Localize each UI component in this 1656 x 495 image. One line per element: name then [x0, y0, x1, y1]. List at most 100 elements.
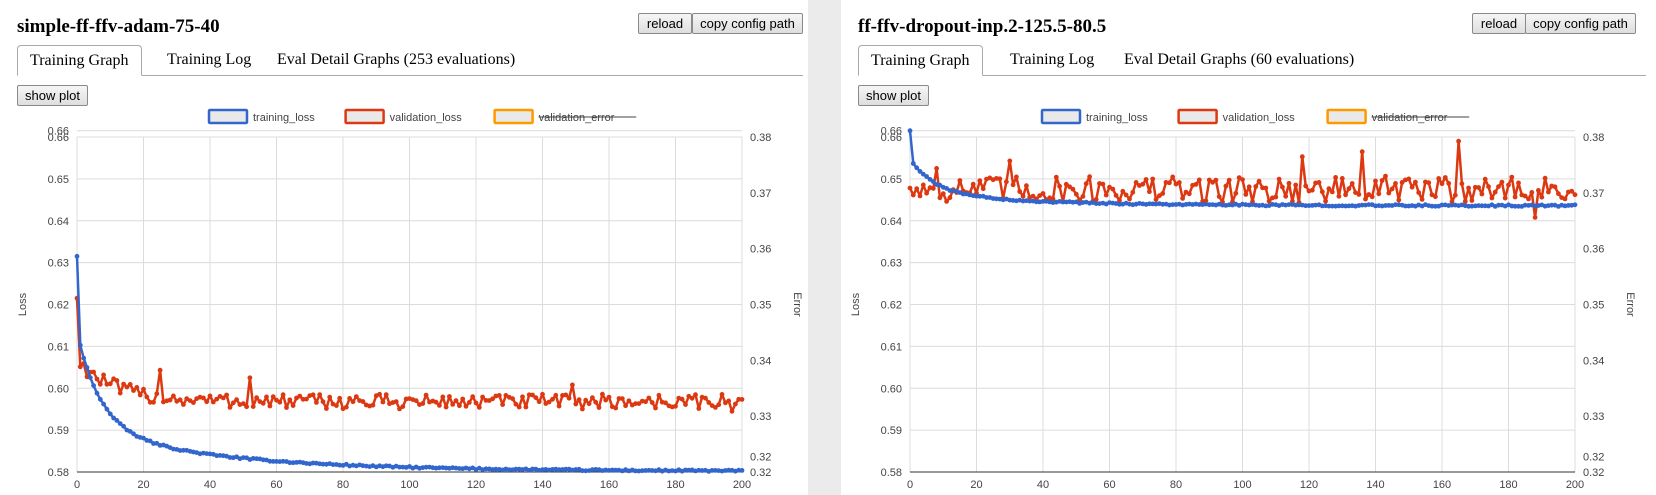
data-point: [696, 406, 702, 411]
data-point: [244, 404, 250, 410]
copy-config-path-button[interactable]: copy config path: [692, 13, 803, 34]
data-point: [433, 399, 439, 405]
data-point: [443, 404, 449, 410]
data-point: [1176, 180, 1182, 185]
data-point: [227, 405, 233, 410]
data-point: [673, 403, 678, 409]
data-point: [234, 397, 240, 403]
data-point: [1027, 198, 1033, 204]
data-point: [1479, 203, 1485, 209]
data-point: [167, 397, 173, 403]
data-point: [104, 406, 110, 412]
data-point: [600, 391, 605, 397]
legend-item-validation-error[interactable]: validation_error: [493, 108, 637, 125]
data-point: [1482, 176, 1488, 182]
data-point: [457, 403, 462, 409]
data-point: [420, 401, 426, 406]
data-point: [473, 400, 479, 406]
data-point: [583, 397, 589, 403]
data-point: [87, 375, 93, 380]
legend-label: training_loss: [1086, 112, 1148, 124]
data-point: [383, 392, 389, 397]
tab-eval-detail-graphs[interactable]: Eval Detail Graphs (60 evaluations): [1124, 51, 1355, 68]
data-point: [1326, 186, 1332, 192]
legend-item-validation-loss[interactable]: validation_loss: [1177, 108, 1296, 125]
data-point: [1542, 175, 1548, 181]
tab-eval-detail-graphs[interactable]: Eval Detail Graphs (253 evaluations): [277, 51, 516, 68]
data-point: [649, 400, 655, 405]
data-point: [1536, 188, 1541, 193]
data-point: [1147, 189, 1152, 195]
data-point: [1127, 196, 1132, 202]
data-point: [1263, 185, 1269, 191]
data-point: [437, 403, 442, 408]
data-point: [94, 376, 100, 382]
data-point: [1346, 186, 1352, 192]
tab-training-graph[interactable]: Training Graph: [17, 45, 142, 76]
data-point: [1419, 197, 1425, 202]
data-point: [181, 447, 186, 453]
tab-training-log[interactable]: Training Log: [167, 51, 252, 68]
y-left-tick-label: 0.58: [881, 467, 902, 479]
data-point: [1293, 182, 1299, 188]
data-point: [1396, 197, 1402, 203]
x-tick-label: 200: [1566, 479, 1584, 491]
tab-training-graph[interactable]: Training Graph: [858, 45, 983, 76]
data-point: [619, 396, 625, 401]
data-point: [1167, 180, 1172, 186]
show-plot-button[interactable]: show plot: [858, 85, 929, 106]
data-point: [1230, 199, 1235, 205]
legend-item-validation-error[interactable]: validation_error: [1326, 108, 1470, 125]
data-point: [1150, 176, 1156, 182]
data-point: [1406, 176, 1412, 182]
data-point: [1546, 189, 1551, 195]
legend-item-validation-loss[interactable]: validation_loss: [344, 108, 463, 125]
legend-label: training_loss: [253, 112, 315, 124]
tab-training-log[interactable]: Training Log: [1010, 51, 1095, 68]
data-point: [91, 383, 96, 388]
data-point: [77, 342, 83, 348]
legend-label: validation_loss: [1223, 112, 1296, 124]
legend-item-training-loss[interactable]: training_loss: [1040, 108, 1148, 125]
data-point: [510, 396, 515, 402]
data-point: [297, 393, 303, 399]
x-tick-label: 20: [137, 479, 149, 491]
legend-item-training-loss[interactable]: training_loss: [207, 108, 315, 125]
data-point: [1529, 190, 1535, 195]
data-point: [576, 397, 582, 403]
data-point: [679, 396, 685, 402]
data-point: [1449, 199, 1455, 205]
data-point: [220, 395, 226, 401]
data-point: [191, 400, 196, 405]
data-point: [107, 411, 113, 417]
data-point: [940, 191, 946, 197]
data-point: [287, 397, 293, 403]
data-point: [1133, 180, 1139, 185]
series-validation-loss: [74, 295, 745, 414]
data-point: [1326, 203, 1332, 209]
data-point: [1067, 184, 1072, 190]
data-point: [1522, 193, 1528, 199]
data-point: [516, 404, 522, 410]
data-point: [556, 403, 562, 409]
data-point: [1050, 196, 1056, 202]
data-point: [1020, 193, 1026, 199]
reload-button[interactable]: reload: [638, 13, 692, 34]
data-point: [646, 395, 652, 401]
data-point: [593, 399, 599, 405]
show-plot-button[interactable]: show plot: [17, 85, 88, 106]
data-point: [1569, 188, 1575, 194]
data-point: [330, 462, 336, 467]
data-point: [1053, 174, 1059, 180]
data-point: [423, 464, 429, 470]
data-point: [1479, 191, 1485, 197]
x-tick-label: 60: [1103, 479, 1115, 491]
reload-button[interactable]: reload: [1472, 13, 1526, 34]
data-point: [201, 395, 206, 401]
data-point: [920, 182, 926, 188]
data-point: [127, 429, 133, 434]
data-point: [1556, 191, 1561, 197]
data-point: [1153, 197, 1159, 202]
copy-config-path-button[interactable]: copy config path: [1525, 13, 1636, 34]
data-point: [324, 406, 329, 411]
